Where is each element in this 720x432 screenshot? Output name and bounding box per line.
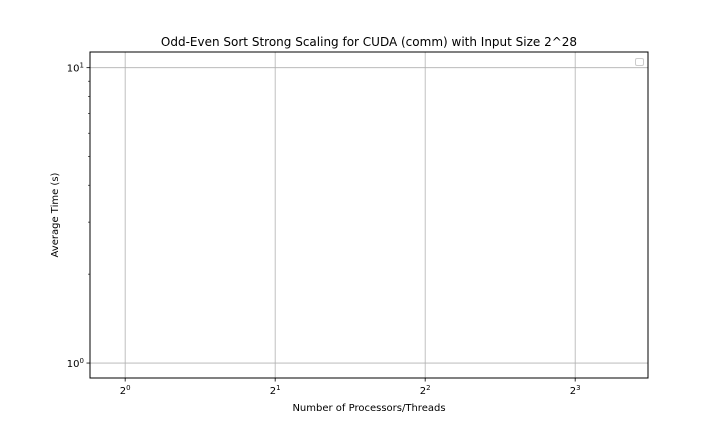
y-tick-label: 101 (67, 62, 84, 75)
y-axis-ticks: 100 101 (67, 62, 90, 370)
x-tick-label: 23 (570, 384, 581, 397)
y-tick-label: 100 (67, 357, 84, 370)
x-axis-ticks: 20 21 22 23 (120, 378, 581, 397)
grid (90, 52, 648, 378)
chart-title: Odd-Even Sort Strong Scaling for CUDA (c… (161, 35, 577, 49)
y-axis-label: Average Time (s) (50, 172, 61, 257)
plot-frame (89, 51, 649, 379)
legend-box (635, 58, 644, 66)
x-tick-label: 22 (420, 384, 431, 397)
x-tick-label: 20 (120, 384, 131, 397)
x-tick-label: 21 (270, 384, 281, 397)
x-axis-label: Number of Processors/Threads (292, 403, 445, 414)
